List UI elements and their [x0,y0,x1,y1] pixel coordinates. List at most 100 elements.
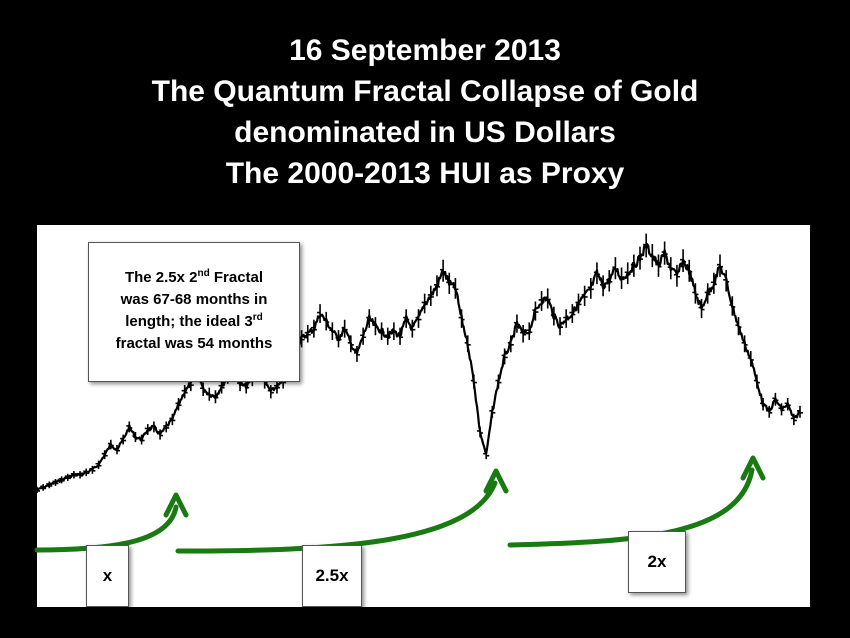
price-point [243,379,250,394]
price-point [310,319,317,338]
note-line-2: was 67-68 months in [120,291,268,308]
price-point [138,434,145,445]
price-point [747,351,754,367]
chart-title: 16 September 2013 The Quantum Fractal Co… [0,30,850,194]
price-point [692,283,699,304]
fractal-arrows [34,455,766,554]
price-point [200,382,207,396]
price-point [157,429,164,440]
price-point [526,322,533,341]
price-point [52,478,59,486]
price-point [126,421,133,433]
fractal-label-2-5x: 2.5x [302,545,362,607]
price-point [107,439,114,450]
price-point [575,293,582,314]
price-point [704,283,711,304]
price-point [698,298,705,319]
title-line-proxy: The 2000-2013 HUI as Proxy [225,157,625,190]
fractal-arrow-1 [34,504,179,553]
price-point [581,285,588,307]
price-point [101,450,108,460]
price-point [637,246,644,270]
price-point [458,309,465,328]
price-point [34,486,40,494]
price-point [64,473,71,481]
fractal-label-x: x [86,545,129,607]
price-point [267,384,274,399]
price-point [353,345,360,362]
price-point [489,405,496,418]
price-point [113,445,120,455]
price-point [212,390,219,404]
price-point [655,254,662,277]
price-point [341,319,348,338]
price-point [470,374,477,389]
price-point [593,262,600,285]
price-point [563,309,570,328]
price-point [772,392,779,406]
price-point [409,319,416,338]
price-point [717,254,724,277]
price-point [390,322,397,341]
price-point [661,241,668,265]
price-point [600,275,607,297]
price-point [483,450,490,460]
price-point [618,267,625,290]
price-point [163,421,170,433]
price-point [433,275,440,297]
price-point [360,327,367,345]
price-point [317,304,324,324]
price-point [680,249,687,273]
price-point [630,254,637,277]
fractal-note-box: The 2.5x 2nd Fractal was 67-68 months in… [88,242,300,382]
fractal-arrowhead-1 [163,492,189,518]
price-point [532,301,539,321]
title-line-headline: The Quantum Fractal Collapse of Gold [151,75,699,108]
price-point [606,270,613,292]
price-point [686,259,693,282]
price-point [347,335,354,353]
price-point [421,293,428,314]
note-line-3: length; the ideal 3rd [125,312,263,331]
price-point [452,277,459,299]
price-point [477,426,484,438]
title-line-denomination: denominated in US Dollars [234,116,616,149]
price-point [710,272,717,294]
price-point [273,379,280,394]
price-point [144,424,151,435]
price-point [46,481,53,489]
price-point [741,335,748,353]
price-point [372,317,379,336]
fractal-arrowhead-2 [483,468,509,494]
price-point [513,314,520,333]
price-point [557,317,564,336]
title-line-date: 16 September 2013 [289,34,561,67]
price-point [612,257,619,280]
price-point [70,471,77,479]
price-point [797,405,803,418]
price-point [218,379,225,394]
price-point [784,398,791,411]
price-point [397,327,404,345]
price-point [427,285,434,307]
price-point [760,398,767,411]
price-point [735,317,742,336]
price-point [501,348,508,365]
price-point [643,233,650,258]
price-point [366,309,373,328]
price-point [120,434,127,445]
price-point [667,257,674,280]
note-line-4: fractal was 54 months [115,335,273,352]
price-point [384,327,391,345]
price-point [790,413,797,426]
price-point [304,324,311,343]
price-point [624,262,631,285]
price-point [538,291,545,311]
price-point [83,468,90,477]
price-point [507,335,514,353]
price-point [569,304,576,324]
price-point [132,431,139,443]
price-point [150,421,157,433]
price-point [175,398,182,411]
price-point [95,460,102,469]
